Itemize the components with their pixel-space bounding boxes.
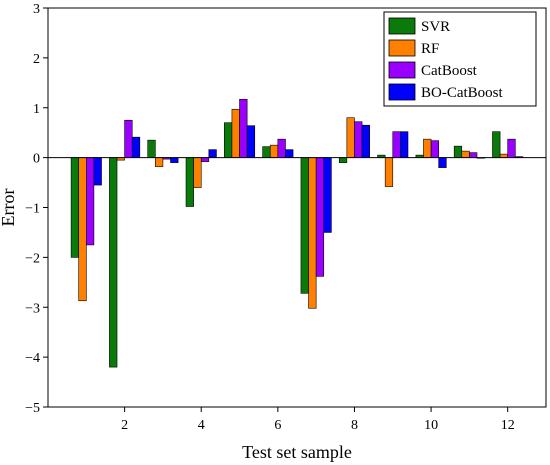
y-tick-label: 3 xyxy=(33,2,40,17)
bar-catboost-sample-6 xyxy=(277,138,286,158)
bar-rf-sample-11 xyxy=(461,150,470,158)
bar-bo-catboost-sample-9 xyxy=(400,131,409,158)
legend-label: CatBoost xyxy=(421,63,478,79)
bar-rf-sample-5 xyxy=(231,108,240,158)
bar-catboost-sample-4 xyxy=(200,157,210,162)
y-tick-label: −2 xyxy=(25,251,40,266)
bars-layer xyxy=(70,98,524,368)
bar-svr-sample-7 xyxy=(300,157,309,294)
bar-catboost-sample-1 xyxy=(86,157,95,246)
bar-bo-catboost-sample-10 xyxy=(438,157,447,168)
x-axis: 2 4 6 8 10 12 xyxy=(121,407,515,433)
x-axis-title: Test set sample xyxy=(242,442,352,462)
bar-svr-sample-12 xyxy=(492,131,501,158)
x-tick-label: 2 xyxy=(121,418,128,433)
bar-bo-catboost-sample-4 xyxy=(208,149,217,158)
bar-rf-sample-12 xyxy=(499,153,508,158)
legend-swatch xyxy=(388,39,416,57)
legend-swatch xyxy=(388,61,416,79)
y-axis: −5 −4 −3 −2 −1 0 1 2 3 xyxy=(25,2,48,416)
x-tick-label: 12 xyxy=(501,418,515,433)
bar-rf-sample-6 xyxy=(269,144,279,158)
x-tick-label: 8 xyxy=(351,418,358,433)
bar-rf-sample-7 xyxy=(308,157,317,309)
bar-bo-catboost-sample-6 xyxy=(285,149,294,158)
bar-catboost-sample-9 xyxy=(392,131,401,158)
legend-label: BO-CatBoost xyxy=(421,85,504,101)
bar-svr-sample-1 xyxy=(70,157,80,258)
bar-bo-catboost-sample-2 xyxy=(131,136,141,158)
bar-bo-catboost-sample-5 xyxy=(246,125,256,158)
x-tick-label: 6 xyxy=(274,418,281,433)
y-tick-label: 2 xyxy=(33,52,40,67)
y-tick-label: −3 xyxy=(25,301,40,316)
legend-label: SVR xyxy=(421,19,450,35)
bar-catboost-sample-7 xyxy=(315,157,325,277)
bar-svr-sample-4 xyxy=(185,157,194,207)
bar-bo-catboost-sample-8 xyxy=(361,124,370,158)
bar-catboost-sample-10 xyxy=(430,140,439,158)
legend: SVR RF CatBoost BO-CatBoost xyxy=(383,11,537,107)
bar-catboost-sample-5 xyxy=(239,98,248,158)
y-axis-title: Error xyxy=(0,189,18,227)
bar-bo-catboost-sample-3 xyxy=(170,157,179,163)
bar-catboost-sample-11 xyxy=(469,152,478,158)
bar-catboost-sample-2 xyxy=(124,119,133,158)
bar-svr-sample-3 xyxy=(147,139,156,158)
x-tick-label: 10 xyxy=(424,418,438,433)
x-tick-label: 4 xyxy=(198,418,205,433)
bar-rf-sample-9 xyxy=(384,157,394,187)
bar-svr-sample-2 xyxy=(109,157,118,368)
bar-rf-sample-1 xyxy=(78,157,87,302)
bar-svr-sample-11 xyxy=(453,145,463,158)
legend-label: RF xyxy=(421,41,439,57)
bar-rf-sample-4 xyxy=(193,157,202,188)
legend-swatch xyxy=(388,17,416,35)
y-tick-label: −5 xyxy=(25,401,40,416)
bar-catboost-sample-8 xyxy=(354,121,363,158)
bar-bo-catboost-sample-1 xyxy=(93,157,102,186)
bar-bo-catboost-sample-7 xyxy=(323,157,332,233)
y-tick-label: −1 xyxy=(25,202,40,217)
y-tick-label: 1 xyxy=(33,102,40,117)
y-tick-label: 0 xyxy=(33,152,40,167)
bar-rf-sample-10 xyxy=(423,138,432,158)
bar-catboost-sample-12 xyxy=(507,138,516,158)
y-tick-label: −4 xyxy=(25,351,40,366)
bar-svr-sample-6 xyxy=(262,146,271,158)
bar-rf-sample-3 xyxy=(155,157,164,167)
bar-rf-sample-8 xyxy=(346,117,355,158)
bar-svr-sample-8 xyxy=(338,157,348,163)
legend-swatch xyxy=(388,83,416,101)
bar-svr-sample-5 xyxy=(224,122,233,158)
